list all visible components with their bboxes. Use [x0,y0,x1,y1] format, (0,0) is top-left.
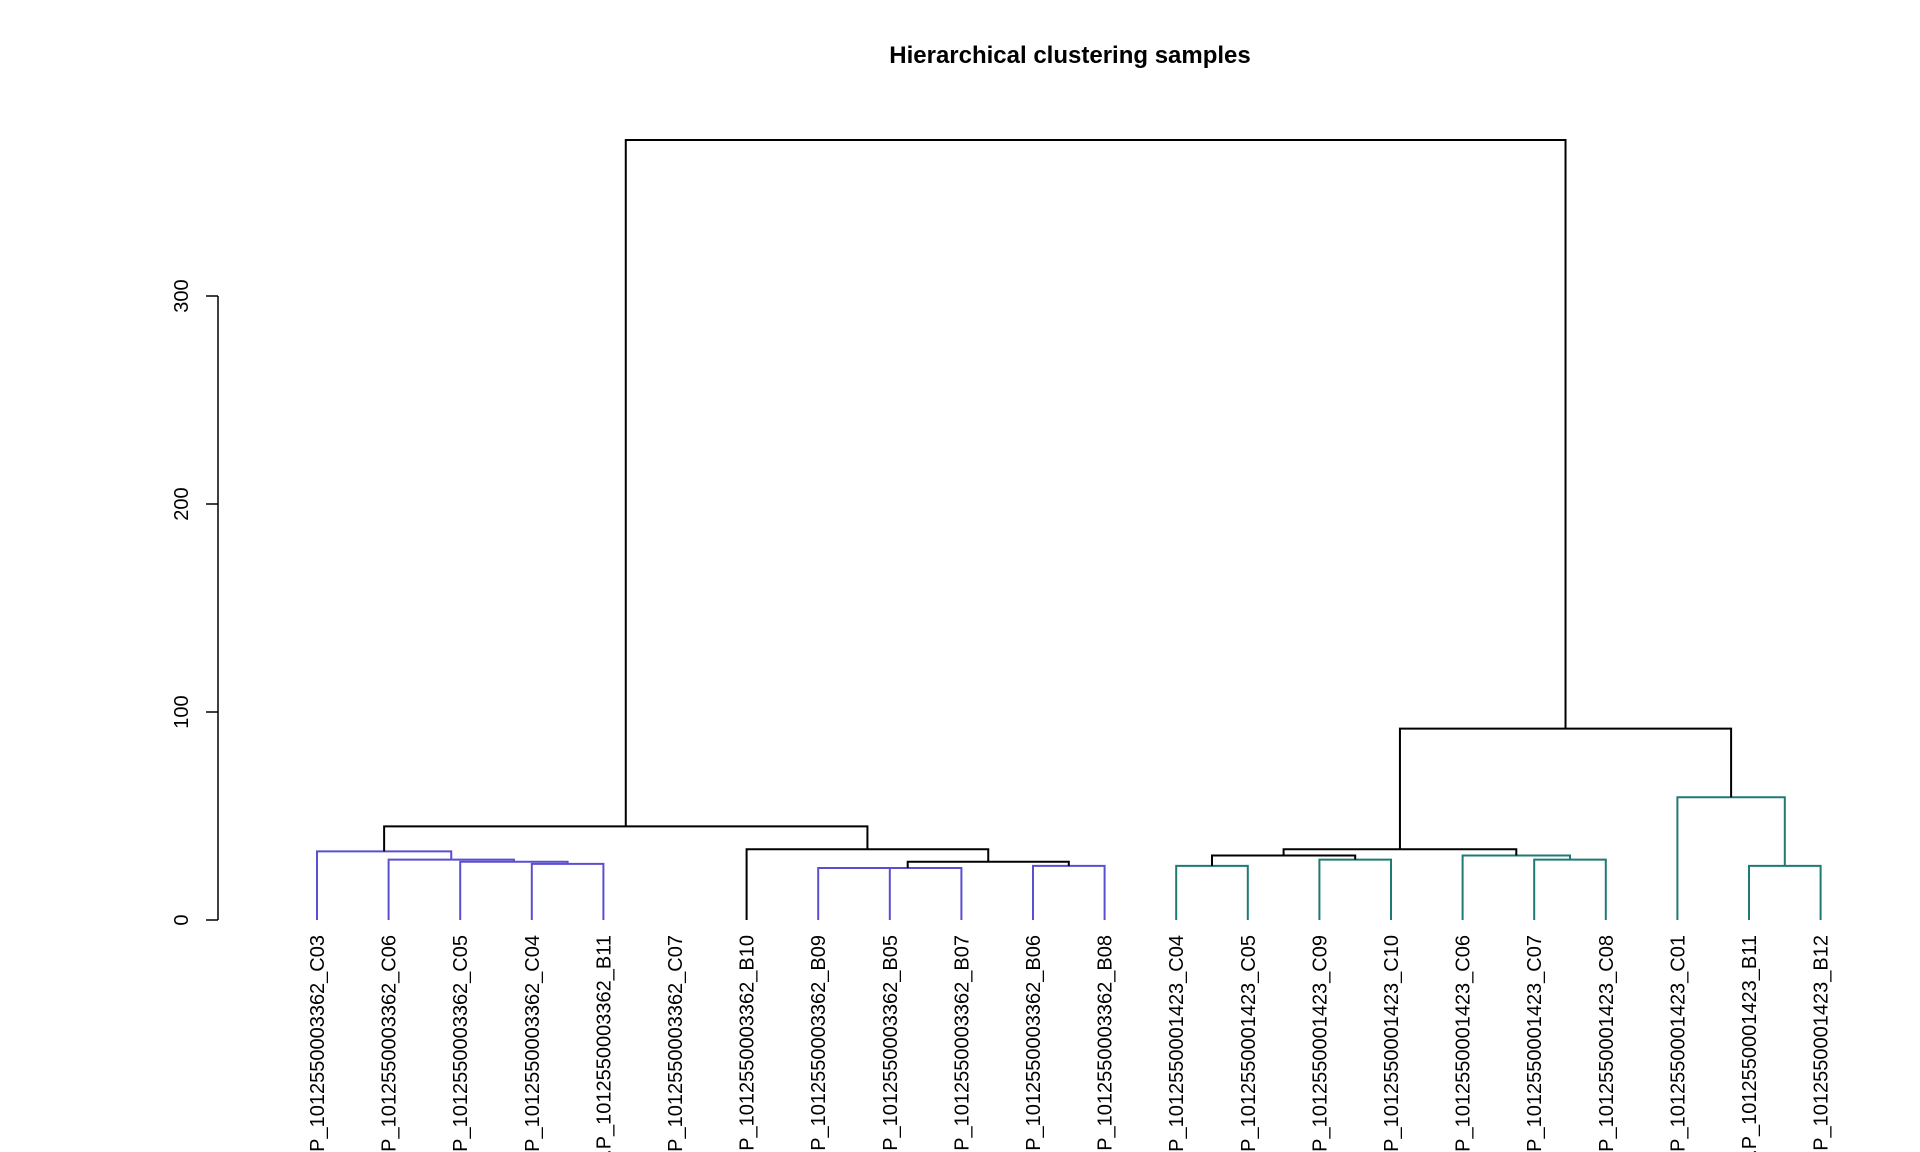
dendrogram-link-m7 [1032,864,1106,920]
dendrogram-link-m4 [316,850,453,920]
leaf-label: ...P_1012550003362_B05 [880,935,902,1152]
y-axis: 0 100 200 300 [171,279,219,926]
dendrogram-link-m19 [1398,727,1733,850]
y-tick-label: 200 [171,487,193,520]
dendrogram-link-m14 [1533,858,1607,920]
dendrogram-links [316,139,1822,920]
dendrogram-link-m11 [1175,864,1249,920]
dendrogram-link-m18 [1676,796,1786,920]
leaf-labels: ...P_1012550003362_C03 ...P_1012550003362… [307,935,1833,1152]
dendrogram-link-m13 [1211,854,1357,866]
dendrogram-link-m15 [1461,854,1571,920]
leaf-label: ...P_1012550003362_C05 [450,935,472,1152]
leaf-label: ...P_1012550003362_B06 [1023,935,1045,1152]
y-tick-label: 100 [171,695,193,728]
dendrogram-link-m10 [383,825,869,852]
leaf-label: ...P_1012550001423_C01 [1667,935,1689,1152]
leaf-label: ...P_1012550003362_C04 [522,935,544,1152]
y-tick-label: 300 [171,279,193,312]
leaf-label: ...P_1012550003362_C06 [379,935,401,1152]
leaf-label: ...P_1012550001423_C08 [1596,935,1618,1152]
leaf-label: ...P_1012550001423_C10 [1381,935,1403,1152]
dendrogram-link-m1 [530,862,605,920]
leaf-label: ...P_1012550001423_B12 [1811,935,1833,1152]
leaf-label: ...P_1012550001423_B11 [1739,935,1761,1152]
leaf-label: ...P_1012550003362_B08 [1095,935,1117,1152]
dendrogram-link-m9 [745,848,990,920]
leaf-label: ...P_1012550003362_B07 [951,935,973,1152]
leaf-label: ...P_1012550003362_C03 [307,935,329,1152]
dendrogram-link-m6 [854,867,963,920]
dendrogram-link-m12 [1318,858,1392,920]
leaf-label: ...P_1012550001423_C09 [1309,935,1331,1152]
dendrogram-link-m2 [459,860,569,920]
leaf-label: ...P_1012550003362_B10 [737,935,759,1152]
dendrogram-link-m20 [624,139,1567,827]
leaf-label: ...P_1012550001423_C05 [1238,935,1260,1152]
dendrogram-link-m5 [817,867,891,920]
leaf-label: ...P_1012550003362_B11 [593,935,615,1152]
dendrogram-link-m17 [1748,864,1822,920]
leaf-label: ...P_1012550001423_C04 [1166,935,1188,1152]
leaf-label: ...P_1012550001423_C06 [1453,935,1475,1152]
chart-title: Hierarchical clustering samples [889,42,1251,69]
leaf-label: ...P_1012550003362_B09 [808,935,830,1152]
y-tick-label: 0 [171,914,193,925]
leaf-label: ...P_1012550001423_C07 [1524,935,1546,1152]
leaf-label: ...P_1012550003362_C07 [665,935,687,1152]
dendrogram-link-m3 [387,858,515,920]
